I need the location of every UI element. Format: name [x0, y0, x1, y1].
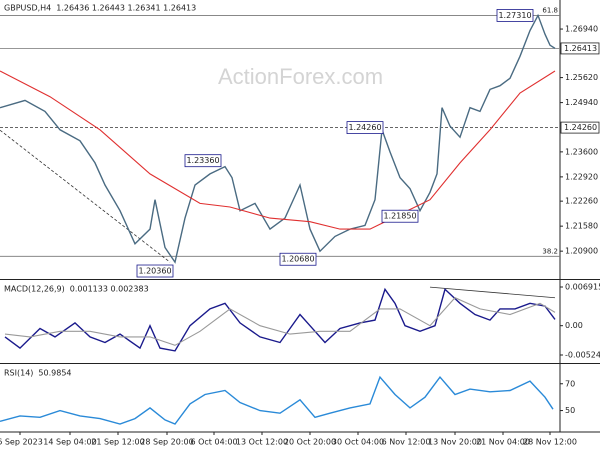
x-tick-label: 6 Sep 2023	[0, 438, 43, 447]
y-tick-label: 1.22920	[565, 172, 598, 181]
trendline	[429, 286, 556, 299]
x-tick-label: 28 Sep 20:00	[140, 438, 193, 447]
annotation-box	[496, 9, 534, 22]
annotation-label: 1.20680	[281, 255, 314, 264]
panel-values: 50.9854	[38, 369, 71, 378]
level-label: 61.8	[542, 6, 558, 14]
series-line	[0, 375, 554, 425]
x-tick-label: 13 Nov 20:00	[428, 438, 482, 447]
panel-title: GBPUSD,H4	[4, 4, 51, 13]
x-tick-label: 14 Sep 04:00	[43, 438, 96, 447]
annotation-label: 1.27310	[498, 11, 531, 20]
x-tick-label: 20 Oct 20:00	[284, 438, 336, 447]
annotation-label: 1.24260	[348, 123, 381, 132]
y-tick-label: 0.006915	[565, 283, 600, 292]
y-tick-label: 1.24940	[565, 98, 598, 107]
annotation-label: 1.23360	[186, 156, 219, 165]
y-tick-label: 0.00	[565, 321, 583, 330]
y-tick-label: 1.20900	[565, 247, 598, 256]
panel-title: RSI(14)	[4, 369, 33, 378]
x-tick-label: 28 Nov 12:00	[523, 438, 577, 447]
annotation-box	[136, 264, 174, 278]
price-marker-box	[560, 121, 600, 134]
series-line	[4, 297, 556, 346]
price-marker-box	[560, 42, 600, 55]
annotation-box	[346, 121, 384, 135]
y-tick-label: 1.23600	[565, 147, 598, 156]
trendline	[0, 129, 171, 263]
watermark: ActionForex.com	[218, 64, 383, 89]
annotation-box	[381, 209, 419, 223]
series-line	[4, 287, 556, 352]
panel-title: MACD(12,26,9)	[4, 285, 65, 294]
y-tick-label: 70	[565, 379, 575, 388]
y-tick-label: 1.25620	[565, 73, 598, 82]
x-tick-label: 21 Sep 12:00	[91, 438, 144, 447]
annotation-box	[184, 154, 222, 168]
y-tick-label: 1.21580	[565, 222, 598, 231]
x-tick-label: 13 Oct 12:00	[236, 438, 288, 447]
panel-values: 0.001133 0.002383	[70, 285, 149, 294]
x-tick-label: 21 Nov 04:00	[476, 438, 530, 447]
panel-values: 1.26436 1.26443 1.26341 1.26413	[56, 4, 196, 13]
annotation-label: 1.21850	[383, 212, 416, 221]
series-line	[0, 70, 556, 230]
price-marker-label: 1.26413	[564, 44, 597, 53]
x-tick-label: 6 Nov 12:00	[382, 438, 431, 447]
annotation-box	[279, 252, 317, 266]
x-tick-label: 6 Oct 04:00	[190, 438, 237, 447]
price-marker-label: 1.24260	[564, 123, 597, 132]
annotation-label: 1.20360	[138, 267, 171, 276]
y-tick-label: -0.005241	[565, 351, 600, 360]
level-label: 38.2	[542, 247, 558, 255]
x-tick-label: 30 Oct 04:00	[332, 438, 384, 447]
series-line	[0, 13, 556, 264]
y-tick-label: 1.22260	[565, 197, 598, 206]
y-tick-label: 50	[565, 406, 575, 415]
y-tick-label: 1.26940	[565, 25, 598, 34]
